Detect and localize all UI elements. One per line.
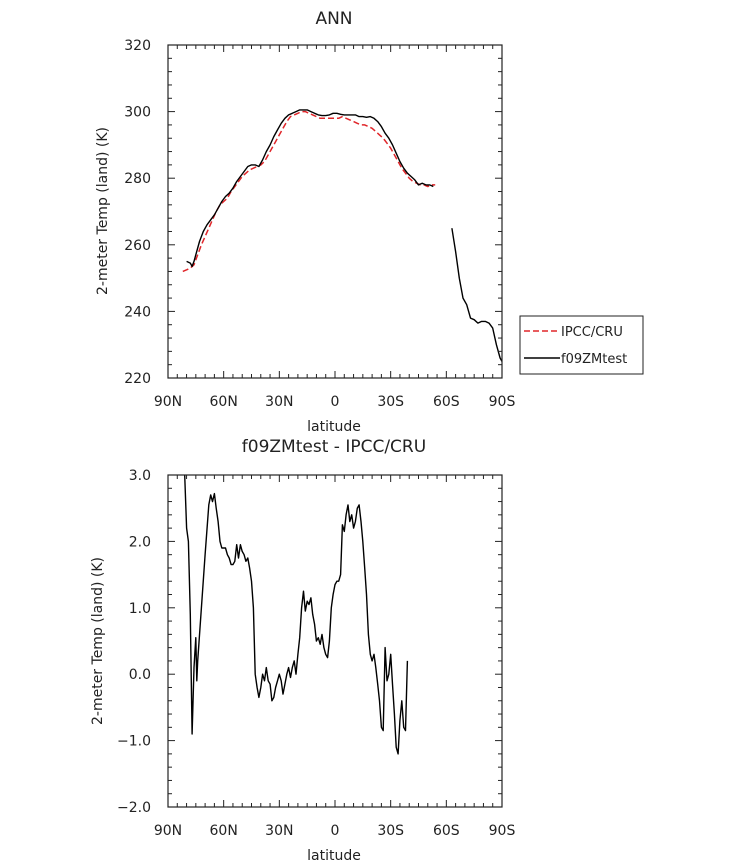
series-line-f09zmtest-2: [451, 228, 503, 362]
x-tick-label: 30N: [265, 394, 293, 410]
y-tick-label: 240: [124, 304, 151, 320]
y-tick-label: 1.0: [129, 601, 151, 617]
x-tick-label: 60N: [210, 394, 238, 410]
x-tick-label: 90N: [154, 823, 182, 839]
y-axis-label: 2-meter Temp (land) (K): [95, 127, 111, 295]
y-tick-label: 300: [124, 105, 151, 121]
legend-label-ipcc: IPCC/CRU: [561, 325, 623, 340]
y-tick-label: 320: [124, 38, 151, 54]
x-tick-label: 60N: [210, 823, 238, 839]
x-tick-label: 90S: [489, 823, 516, 839]
y-tick-label: 220: [124, 371, 151, 387]
x-tick-label: 90N: [154, 394, 182, 410]
temperature-panel: ANN latitude 2-meter Temp (land) (K) IPC…: [95, 9, 644, 435]
x-tick-label: 30S: [377, 394, 404, 410]
x-axis-label: latitude: [307, 419, 361, 435]
plot-area: [167, 44, 503, 379]
x-tick-label: 60S: [433, 394, 460, 410]
y-tick-label: 3.0: [129, 468, 151, 484]
x-tick-label: 0: [331, 394, 340, 410]
x-axis-label: latitude: [307, 848, 361, 864]
series-line-ipcc-cru-0: [182, 110, 436, 273]
series-line-difference-0: [184, 474, 409, 755]
legend-box: [519, 315, 644, 375]
chart-title: f09ZMtest - IPCC/CRU: [242, 437, 426, 457]
y-tick-label: 260: [124, 238, 151, 254]
x-tick-label: 90S: [489, 394, 516, 410]
chart-title: ANN: [315, 9, 352, 29]
y-axis-label: 2-meter Temp (land) (K): [90, 557, 106, 725]
y-tick-label: 280: [124, 171, 151, 187]
x-tick-label: 30N: [265, 823, 293, 839]
x-tick-label: 60S: [433, 823, 460, 839]
plot-frame: [167, 44, 503, 379]
y-tick-label: −1.0: [117, 734, 151, 750]
y-tick-label: 2.0: [129, 534, 151, 550]
difference-panel: f09ZMtest - IPCC/CRU latitude 2-meter Te…: [90, 437, 515, 864]
y-tick-label: −2.0: [117, 800, 151, 816]
x-tick-label: 30S: [377, 823, 404, 839]
y-tick-label: 0.0: [129, 667, 151, 683]
x-tick-label: 0: [331, 823, 340, 839]
legend-label-model: f09ZMtest: [561, 352, 627, 367]
legend: IPCC/CRU f09ZMtest: [519, 315, 644, 375]
plot-area: [167, 474, 503, 808]
series-line-f09zmtest-1: [186, 109, 434, 268]
